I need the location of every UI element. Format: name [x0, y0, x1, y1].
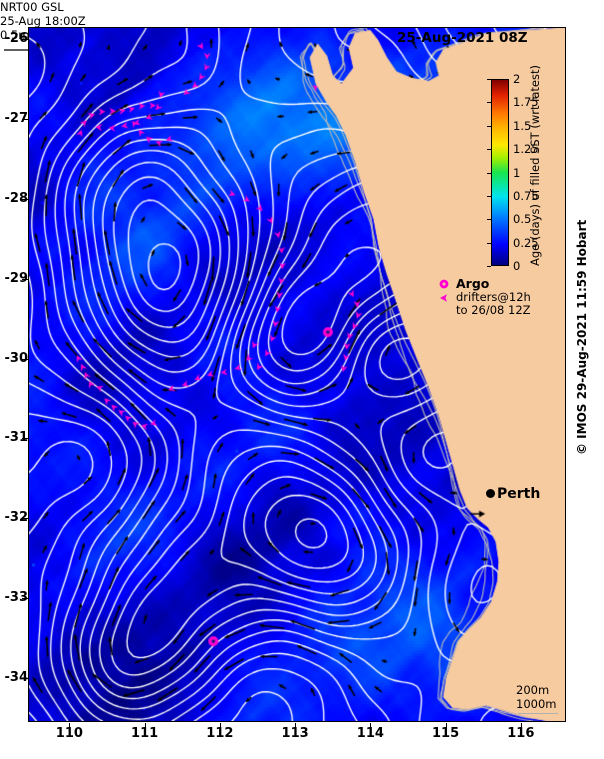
colorbar-title: Age (days) of filled SST (wrt latest): [528, 65, 542, 266]
argo-legend: Argo drifters@12h to 26/08 12Z: [438, 277, 531, 318]
x-tick-mark: [520, 723, 522, 729]
copyright-label: © IMOS 29-Aug-2021 11:59 Hobart: [575, 219, 589, 455]
x-tick-mark: [144, 723, 146, 729]
bathy-1000m-label: 1000m: [516, 697, 557, 711]
colorbar-tick-mark: [487, 172, 491, 174]
y-tick-label: -33: [4, 590, 29, 606]
x-tick-label: 115: [432, 726, 460, 741]
colorbar-tick-mark: [487, 102, 491, 104]
argo-legend-title: Argo: [456, 276, 490, 291]
y-tick-mark: [22, 598, 28, 600]
argo-dot-icon: [438, 277, 456, 290]
colorbar-tick-label: 1.5: [513, 118, 532, 133]
colorbar-tick-mark: [487, 195, 491, 197]
x-tick-label: 113: [281, 726, 309, 741]
colorbar-tick-mark: [487, 79, 491, 80]
colorbar-tick-label: 1.25: [513, 142, 539, 157]
y-tick-label: -28: [4, 190, 29, 206]
bathy-200m-label: 200m: [516, 683, 550, 697]
bathy-sample-line: [518, 713, 558, 714]
x-tick-label: 110: [55, 726, 83, 741]
date-title: 25-Aug-2021 08Z: [397, 30, 528, 46]
colorbar-tick-mark: [487, 125, 491, 127]
colorbar-tick-mark: [487, 266, 491, 267]
model-name: NRT00 GSL: [0, 0, 64, 14]
y-tick-mark: [22, 278, 28, 280]
colorbar-gradient: [491, 79, 509, 266]
colorbar-tick-mark: [487, 149, 491, 151]
y-tick-mark: [22, 198, 28, 200]
colorbar[interactable]: 0 0.25 0.5 0.75 1 1.25 1.5 1.75 2: [487, 72, 539, 273]
x-tick-label: 114: [356, 726, 384, 741]
x-tick-mark: [219, 723, 221, 729]
y-tick-mark: [22, 118, 28, 120]
sst-age-heatmap-canvas[interactable]: [29, 28, 565, 721]
y-tick-label: -26: [4, 30, 29, 46]
y-tick-label: -34: [4, 670, 29, 686]
bathymetry-legend: 200m 1000m: [516, 683, 558, 714]
y-tick-mark: [22, 38, 28, 40]
colorbar-tick-mark: [487, 219, 491, 221]
x-tick-label: 111: [131, 726, 159, 741]
y-tick-mark: [22, 678, 28, 680]
colorbar-tick-label: 1: [513, 165, 521, 180]
colorbar-tick-label: 1.75: [513, 95, 539, 110]
y-tick-mark: [22, 518, 28, 520]
argo-legend-line2: drifters@12h: [456, 289, 531, 304]
colorbar-tick-label: 2: [513, 72, 521, 86]
argo-legend-line3: to 26/08 12Z: [456, 303, 531, 317]
x-tick-label: 116: [507, 726, 535, 741]
model-time: 25-Aug 18:00Z: [0, 14, 86, 28]
y-tick-label: -30: [4, 350, 29, 366]
x-tick-label: 112: [206, 726, 234, 741]
colorbar-tick-label: 0: [513, 259, 521, 273]
y-tick-label: -32: [4, 510, 29, 526]
colorbar-tick-label: 0.25: [513, 235, 539, 250]
colorbar-tick-label: 0.5: [513, 212, 532, 227]
y-tick-label: -29: [4, 270, 29, 286]
colorbar-tick-label: 0.75: [513, 188, 539, 203]
argo-arrow-icon: [438, 291, 456, 304]
y-tick-label: -27: [4, 110, 29, 126]
y-tick-label: -31: [4, 430, 29, 446]
x-tick-mark: [445, 723, 447, 729]
map-axes[interactable]: [28, 27, 566, 722]
x-tick-mark: [370, 723, 372, 729]
y-tick-mark: [22, 438, 28, 440]
colorbar-tick-mark: [487, 242, 491, 244]
perth-label: Perth: [497, 486, 541, 502]
y-tick-mark: [22, 358, 28, 360]
x-tick-mark: [295, 723, 297, 729]
x-tick-mark: [69, 723, 71, 729]
perth-dot-icon: [486, 489, 495, 498]
